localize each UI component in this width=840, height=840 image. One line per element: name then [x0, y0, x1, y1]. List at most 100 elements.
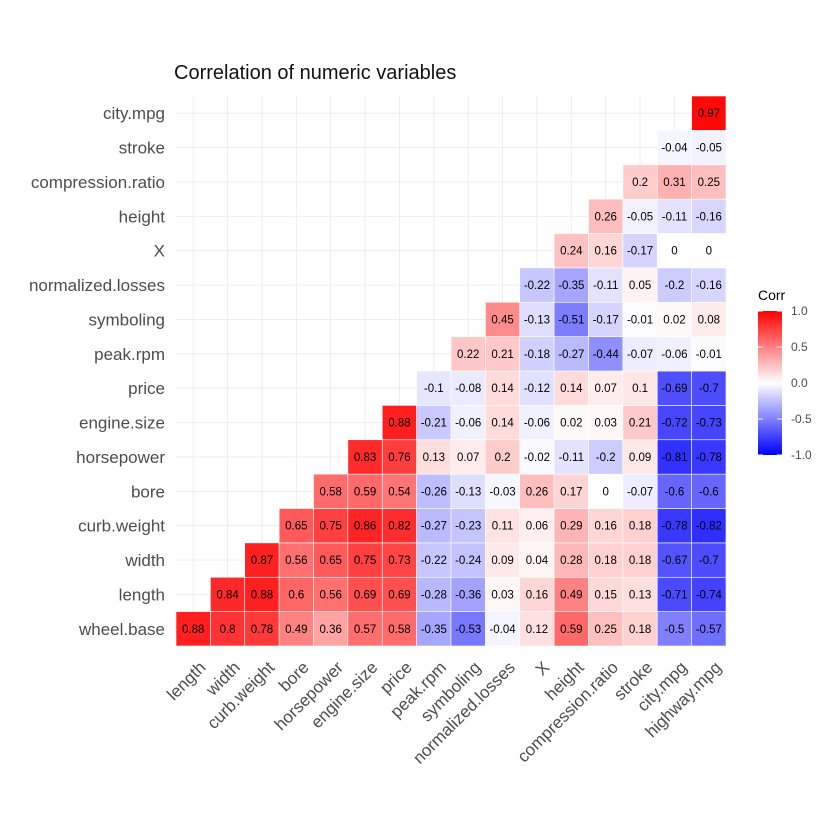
- heatmap-cell-rect: [691, 130, 727, 166]
- heatmap-cell-rect: [450, 439, 486, 475]
- heatmap-cell: -0.08: [450, 370, 486, 406]
- heatmap-cell: 0.21: [485, 336, 521, 372]
- heatmap-cell-rect: [656, 198, 692, 234]
- heatmap-cell-rect: [416, 439, 452, 475]
- heatmap-cell: 0.86: [347, 508, 383, 544]
- legend-tick-label: -1.0: [791, 448, 812, 462]
- heatmap-cell: 0.28: [553, 542, 589, 578]
- heatmap-cell: 0.36: [313, 611, 349, 647]
- heatmap-cell-value: -0.21: [421, 418, 447, 430]
- heatmap-cell: -0.24: [450, 542, 486, 578]
- heatmap-cell-value: -0.35: [558, 280, 584, 292]
- heatmap-cell: 0.69: [381, 576, 417, 612]
- heatmap-cell: -0.06: [450, 405, 486, 441]
- heatmap-cell: 0.59: [553, 611, 589, 647]
- heatmap-cell-value: -0.2: [665, 280, 685, 292]
- heatmap-cell: -0.69: [656, 370, 692, 406]
- heatmap-cell-rect: [450, 336, 486, 372]
- heatmap-cell-value: 0.25: [594, 624, 616, 636]
- heatmap-cell-value: 0.09: [491, 555, 513, 567]
- heatmap-cell: 0.6: [278, 576, 314, 612]
- heatmap-cell: -0.81: [656, 439, 692, 475]
- heatmap-cell-value: -0.73: [696, 418, 722, 430]
- heatmap-cell-rect: [691, 336, 727, 372]
- heatmap-cell: -0.78: [691, 439, 727, 475]
- heatmap-cell: -0.01: [622, 301, 658, 337]
- y-tick-label: stroke: [119, 139, 165, 158]
- heatmap-cell-value: -0.5: [665, 624, 685, 636]
- heatmap-cell: 0.18: [622, 542, 658, 578]
- heatmap-cell-rect: [691, 267, 727, 303]
- heatmap-cell-value: -0.03: [489, 486, 515, 498]
- heatmap-cell-rect: [519, 576, 555, 612]
- heatmap-cell: 0.25: [588, 611, 624, 647]
- y-tick-label: normalized.losses: [29, 276, 165, 295]
- y-tick-label: width: [124, 551, 165, 570]
- y-tick-label: height: [119, 207, 166, 226]
- heatmap-cell-rect: [656, 611, 692, 647]
- y-tick-label: bore: [131, 482, 165, 501]
- heatmap-cell: -0.16: [691, 267, 727, 303]
- heatmap-cell: 0.45: [485, 301, 521, 337]
- heatmap-cell: 0.65: [278, 508, 314, 544]
- heatmap-cell-value: 0.26: [594, 211, 616, 223]
- heatmap-cell-value: -0.11: [559, 452, 584, 464]
- heatmap-cell-value: 0: [706, 246, 712, 258]
- heatmap-cell: 0.58: [313, 473, 349, 509]
- heatmap-cell: 0.54: [381, 473, 417, 509]
- heatmap-cell-rect: [691, 508, 727, 544]
- heatmap-cell-value: 0.75: [319, 521, 341, 533]
- heatmap-cell-rect: [278, 508, 314, 544]
- heatmap-cell-value: 0.36: [319, 624, 341, 636]
- heatmap-cell-rect: [485, 542, 521, 578]
- heatmap-cell: 0.8: [210, 611, 246, 647]
- heatmap-cell-value: -0.71: [661, 589, 687, 601]
- heatmap-cell-rect: [691, 95, 727, 131]
- y-tick-label: X: [154, 242, 165, 261]
- heatmap-cell-rect: [450, 508, 486, 544]
- heatmap-cell-rect: [347, 473, 383, 509]
- heatmap-cell-value: -0.7: [699, 555, 719, 567]
- heatmap-cell-rect: [485, 576, 521, 612]
- heatmap-cell-rect: [553, 473, 589, 509]
- heatmap-cell-value: 0.15: [594, 589, 616, 601]
- heatmap-cell-value: 0.28: [560, 555, 582, 567]
- heatmap-cell-rect: [485, 301, 521, 337]
- heatmap-cell-value: 0.09: [629, 452, 651, 464]
- heatmap-cell-rect: [691, 198, 727, 234]
- heatmap-cell-value: -0.78: [661, 521, 687, 533]
- heatmap-cell-value: -0.44: [593, 349, 620, 361]
- heatmap-cell-rect: [656, 405, 692, 441]
- heatmap-cell: -0.5: [656, 611, 692, 647]
- heatmap-cell: -0.11: [588, 267, 624, 303]
- heatmap-cell: 0.25: [691, 164, 727, 200]
- heatmap-cell-value: -0.13: [524, 314, 550, 326]
- heatmap-cell: -0.06: [656, 336, 692, 372]
- heatmap-cell: 0.02: [656, 301, 692, 337]
- heatmap-cell: 0.13: [416, 439, 452, 475]
- heatmap-cell-rect: [381, 611, 417, 647]
- heatmap-cell-value: 0.83: [354, 452, 376, 464]
- heatmap-cell-value: 0.2: [495, 452, 511, 464]
- heatmap-cell: 0.1: [622, 370, 658, 406]
- heatmap-cell: 0.21: [622, 405, 658, 441]
- heatmap-cell-rect: [622, 542, 658, 578]
- heatmap-cell: 0.14: [553, 370, 589, 406]
- heatmap-cell-value: 0.76: [388, 452, 410, 464]
- heatmap-cell-value: -0.12: [524, 383, 550, 395]
- heatmap-cell-rect: [450, 576, 486, 612]
- heatmap-cell-rect: [588, 233, 624, 269]
- heatmap-cell-rect: [622, 164, 658, 200]
- heatmap-cell-value: -0.06: [524, 418, 550, 430]
- heatmap-cell-value: 0.08: [698, 314, 720, 326]
- heatmap-cell: -0.7: [691, 542, 727, 578]
- heatmap-cell: -0.22: [519, 267, 555, 303]
- heatmap-cell: 0.14: [485, 405, 521, 441]
- heatmap-cell-rect: [519, 611, 555, 647]
- heatmap-cell-value: -0.17: [627, 246, 653, 258]
- heatmap-cell: 0.03: [485, 576, 521, 612]
- legend-ticks: 1.0 0.5 0.0 -0.5 -1.0: [758, 304, 812, 462]
- heatmap-cell-value: -0.26: [421, 486, 447, 498]
- heatmap-cell: 0.2: [485, 439, 521, 475]
